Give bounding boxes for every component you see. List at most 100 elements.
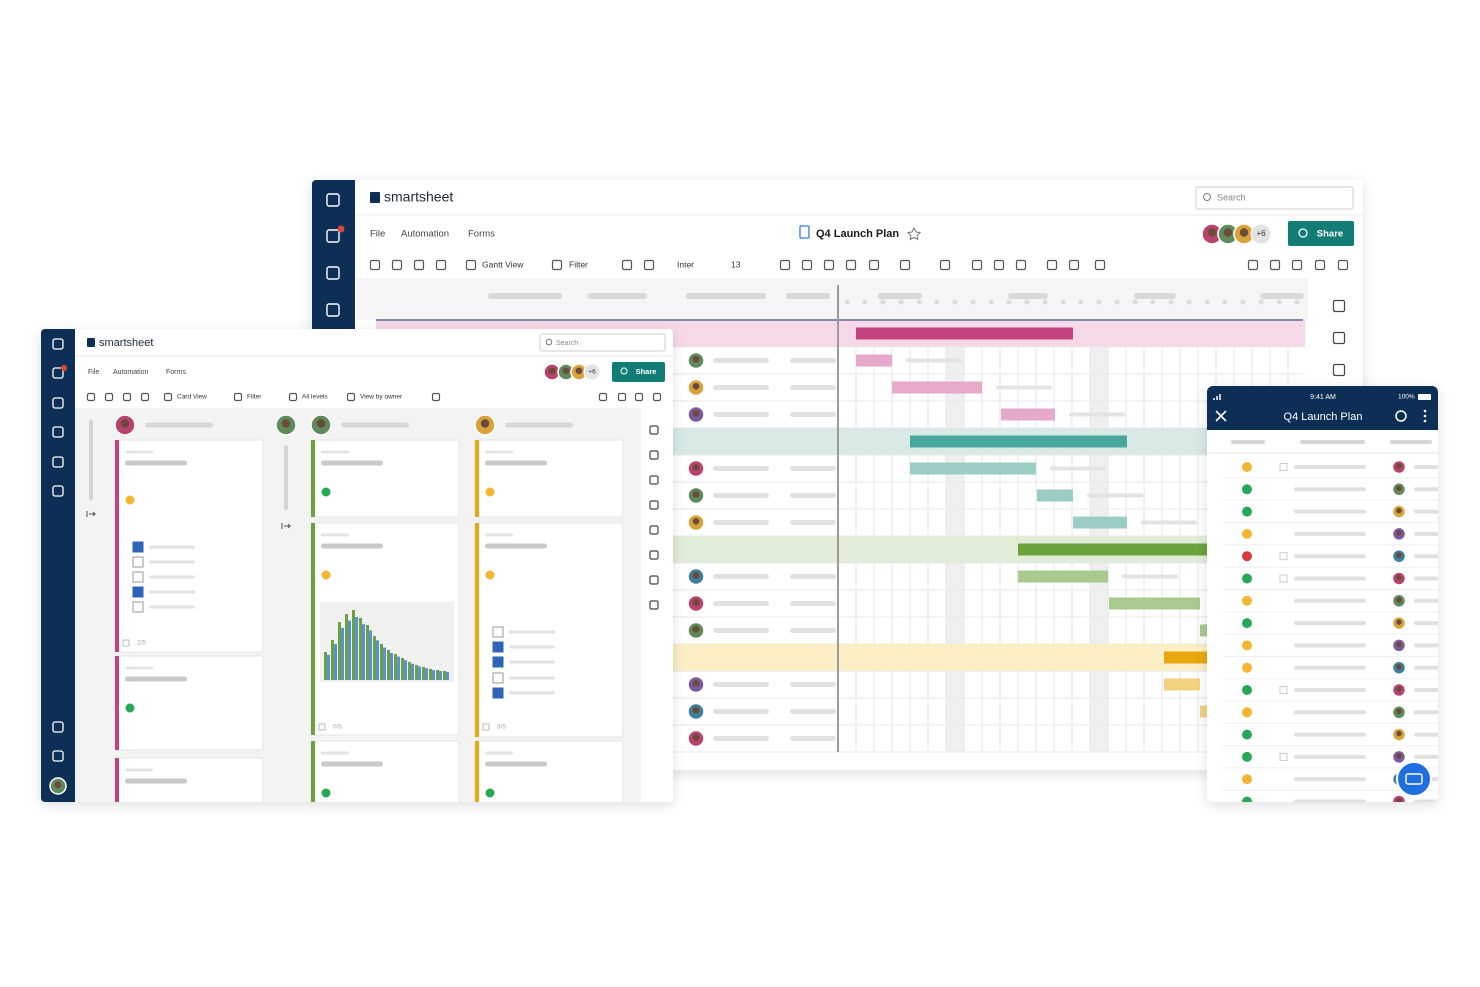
toolbar-icon[interactable] — [346, 392, 356, 402]
menu-dot[interactable] — [1423, 414, 1427, 418]
search-box[interactable] — [539, 333, 666, 352]
toolbar-icon[interactable] — [649, 450, 659, 460]
checkbox[interactable] — [132, 586, 144, 598]
search-placeholder[interactable]: Search — [1217, 192, 1246, 202]
toolbar-icon[interactable] — [801, 259, 813, 271]
font-family[interactable]: Inter — [677, 259, 694, 269]
gantt-bar[interactable] — [1001, 408, 1055, 421]
toolbar-icon[interactable] — [823, 259, 835, 271]
gantt-bar[interactable] — [856, 327, 1073, 340]
toolbar-icon[interactable] — [621, 259, 633, 271]
search-placeholder[interactable]: Search — [556, 340, 578, 347]
card[interactable] — [114, 757, 264, 810]
expand-icon[interactable] — [281, 523, 292, 529]
toolbar-icon[interactable] — [369, 259, 381, 271]
toolbar-icon[interactable] — [1269, 259, 1281, 271]
gantt-bar[interactable] — [910, 435, 1127, 448]
share-label[interactable]: Share — [636, 367, 657, 376]
toolbar-icon[interactable] — [845, 259, 857, 271]
gantt-bar[interactable] — [1018, 570, 1108, 583]
menu-item[interactable]: File — [88, 369, 99, 376]
toolbar-icon[interactable] — [431, 392, 441, 402]
toolbar-icon[interactable] — [1332, 299, 1346, 313]
gantt-bar[interactable] — [1018, 543, 1210, 556]
filter-button[interactable]: Filter — [247, 394, 262, 401]
menu-item[interactable]: Forms — [468, 229, 495, 240]
toolbar-icon[interactable] — [1314, 259, 1326, 271]
toolbar-icon[interactable] — [465, 259, 477, 271]
gantt-bar[interactable] — [910, 462, 1036, 475]
nav-icon[interactable] — [52, 367, 64, 379]
toolbar-icon[interactable] — [649, 500, 659, 510]
toolbar-icon[interactable] — [1094, 259, 1106, 271]
expand-box[interactable] — [1279, 574, 1288, 583]
toolbar-icon[interactable] — [288, 392, 298, 402]
checkbox[interactable] — [132, 556, 144, 568]
gantt-bar[interactable] — [1164, 651, 1210, 664]
nav-icon[interactable] — [52, 485, 64, 497]
toolbar-icon[interactable] — [617, 392, 627, 402]
gantt-bar[interactable] — [892, 381, 982, 394]
menu-item[interactable]: Automation — [113, 369, 149, 376]
toolbar-icon[interactable] — [939, 259, 951, 271]
group-selector[interactable]: View by owner — [360, 394, 403, 401]
toolbar-icon[interactable] — [1332, 363, 1346, 377]
expand-icon[interactable] — [86, 511, 97, 517]
toolbar-icon[interactable] — [1337, 259, 1349, 271]
menu-item[interactable]: File — [370, 229, 385, 240]
search-box[interactable] — [1195, 186, 1354, 210]
toolbar-icon[interactable] — [1015, 259, 1027, 271]
checkbox[interactable] — [132, 601, 144, 613]
toolbar-icon[interactable] — [1332, 331, 1346, 345]
nav-icon[interactable] — [326, 193, 340, 207]
gantt-bar[interactable] — [1200, 624, 1210, 637]
checkbox[interactable] — [492, 687, 504, 699]
gantt-bar[interactable] — [1037, 489, 1073, 502]
toolbar-icon[interactable] — [649, 575, 659, 585]
toolbar-icon[interactable] — [634, 392, 644, 402]
toolbar-icon[interactable] — [86, 392, 96, 402]
gantt-bar[interactable] — [1200, 705, 1210, 718]
share-button[interactable] — [612, 362, 665, 382]
toolbar-icon[interactable] — [233, 392, 243, 402]
toolbar-icon[interactable] — [649, 600, 659, 610]
level-selector[interactable]: All levels — [302, 394, 328, 401]
toolbar-icon[interactable] — [122, 392, 132, 402]
toolbar-icon[interactable] — [551, 259, 563, 271]
toolbar-icon[interactable] — [899, 259, 911, 271]
view-switcher[interactable]: Gantt View — [482, 259, 524, 269]
toolbar-icon[interactable] — [1291, 259, 1303, 271]
toolbar-icon[interactable] — [104, 392, 114, 402]
expand-box[interactable] — [1279, 752, 1288, 761]
share-label[interactable]: Share — [1317, 229, 1343, 240]
nav-icon[interactable] — [52, 750, 64, 762]
menu-item[interactable]: Forms — [166, 369, 186, 376]
font-size[interactable]: 13 — [731, 259, 741, 269]
nav-icon[interactable] — [52, 397, 64, 409]
card[interactable] — [310, 740, 460, 810]
toolbar-icon[interactable] — [779, 259, 791, 271]
nav-icon[interactable] — [326, 229, 340, 243]
toolbar-icon[interactable] — [649, 550, 659, 560]
menu-item[interactable]: Automation — [401, 229, 449, 240]
nav-icon[interactable] — [52, 426, 64, 438]
expand-box[interactable] — [1279, 552, 1288, 561]
toolbar-icon[interactable] — [1247, 259, 1259, 271]
toolbar-icon[interactable] — [868, 259, 880, 271]
checkbox[interactable] — [132, 571, 144, 583]
gantt-bar[interactable] — [1109, 597, 1200, 610]
toolbar-icon[interactable] — [993, 259, 1005, 271]
card[interactable] — [114, 655, 264, 751]
nav-icon[interactable] — [52, 721, 64, 733]
toolbar-icon[interactable] — [649, 525, 659, 535]
checkbox[interactable] — [492, 626, 504, 638]
view-switcher[interactable]: Card View — [177, 394, 207, 401]
gantt-bar[interactable] — [1164, 678, 1200, 691]
menu-dot[interactable] — [1423, 409, 1427, 413]
menu-dot[interactable] — [1423, 419, 1427, 423]
gantt-bar[interactable] — [1073, 516, 1127, 529]
toolbar-icon[interactable] — [163, 392, 173, 402]
toolbar-icon[interactable] — [413, 259, 425, 271]
nav-icon[interactable] — [52, 338, 64, 350]
fab-button[interactable] — [1396, 761, 1432, 797]
